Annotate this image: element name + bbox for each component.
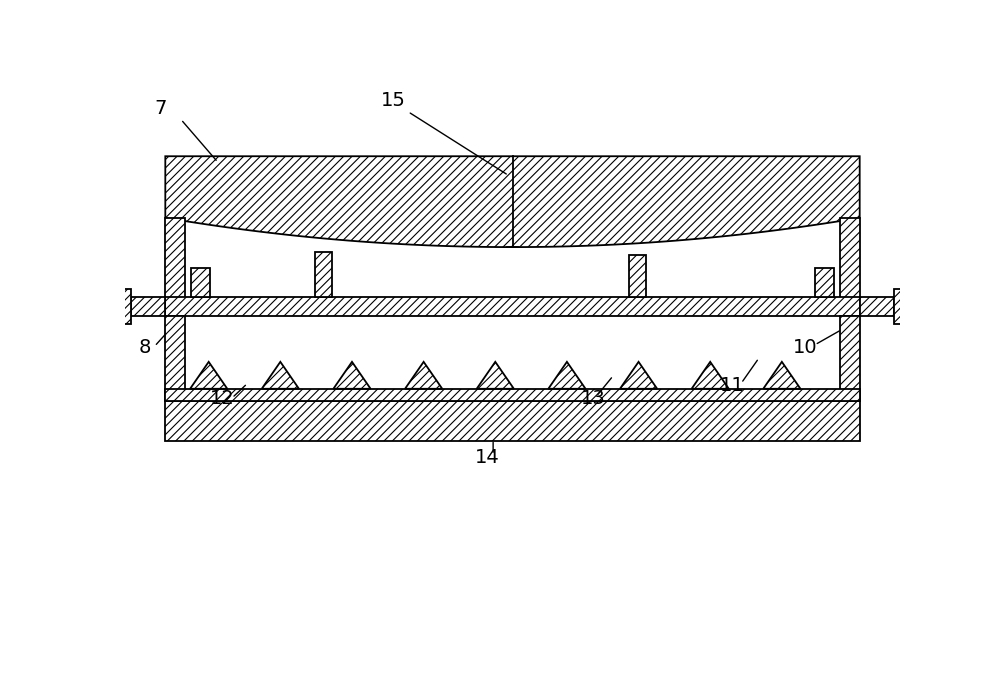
Bar [840,316,860,401]
Text: 11: 11 [720,376,745,395]
Bar [815,268,834,297]
Bar [840,218,860,316]
Polygon shape [477,362,514,389]
Bar [860,297,894,316]
Polygon shape [548,362,586,389]
Text: 12: 12 [210,389,235,408]
Polygon shape [692,362,729,389]
Bar [894,289,915,324]
Polygon shape [262,362,299,389]
Bar [165,218,185,316]
Polygon shape [405,362,442,389]
Text: 14: 14 [475,448,500,466]
Bar [629,255,646,297]
Bar [165,297,860,316]
Polygon shape [763,362,800,389]
Text: 8: 8 [139,338,151,357]
Polygon shape [165,156,860,247]
Polygon shape [190,362,227,389]
Bar [110,289,131,324]
Text: 13: 13 [581,389,605,408]
Polygon shape [620,362,657,389]
Polygon shape [333,362,371,389]
Bar [165,316,185,401]
Text: 7: 7 [154,99,167,118]
Bar [165,389,860,401]
Bar [315,252,332,297]
Text: 10: 10 [793,338,818,357]
Bar [165,401,860,441]
Text: 15: 15 [381,91,406,110]
Bar [131,297,165,316]
Bar [191,268,210,297]
